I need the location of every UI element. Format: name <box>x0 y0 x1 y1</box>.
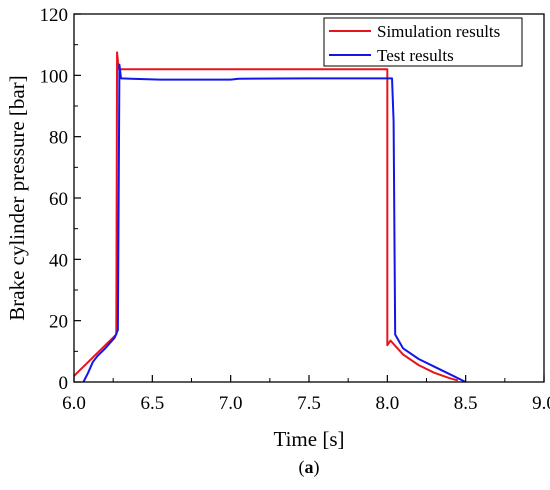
panel-label-close: ) <box>314 457 320 478</box>
x-tick-label: 8.0 <box>375 393 399 414</box>
series-line-test <box>83 65 465 382</box>
y-tick-label: 120 <box>40 5 69 26</box>
x-tick-label: 8.5 <box>454 393 478 414</box>
y-tick-label: 80 <box>49 128 68 149</box>
y-tick-label: 20 <box>49 312 68 333</box>
y-tick-label: 60 <box>49 189 68 210</box>
legend-label-test: Test results <box>377 46 454 65</box>
y-axis-title: Brake cylinder pressure [bar] <box>5 75 29 320</box>
x-axis-title: Time [s] <box>274 427 345 451</box>
x-tick-label: 7.5 <box>297 393 321 414</box>
series-line-simulation <box>74 52 458 380</box>
panel-label: (a) <box>299 457 320 478</box>
x-tick-label: 6.5 <box>140 393 164 414</box>
x-tick-label: 7.0 <box>219 393 243 414</box>
panel-label-letter: a <box>305 457 314 477</box>
series-layer <box>74 52 466 382</box>
x-tick-label: 6.0 <box>62 393 86 414</box>
y-tick-label: 40 <box>49 250 68 271</box>
y-tick-label: 0 <box>59 373 69 394</box>
x-tick-label: 9.0 <box>532 393 550 414</box>
legend: Simulation results Test results <box>324 18 522 66</box>
y-tick-label: 100 <box>40 66 69 87</box>
legend-label-simulation: Simulation results <box>377 22 500 41</box>
